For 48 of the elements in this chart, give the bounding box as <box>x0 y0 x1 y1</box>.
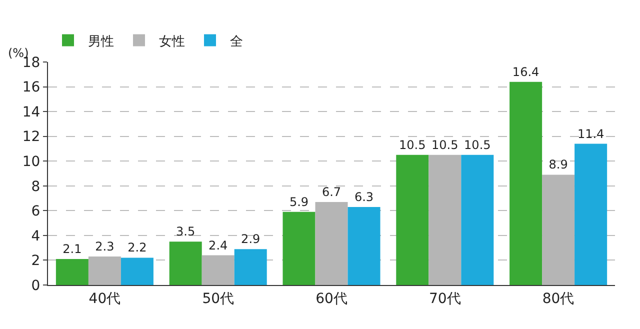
x-tick-label: 70代 <box>428 290 461 307</box>
bar <box>510 82 542 285</box>
bar <box>56 258 88 285</box>
legend-label: 男性 <box>88 34 114 50</box>
data-label: 2.3 <box>95 240 114 254</box>
data-label: 6.7 <box>322 184 342 199</box>
data-label: 16.4 <box>512 64 540 79</box>
bar <box>428 154 462 285</box>
bar <box>315 202 348 285</box>
y-tick-label: 2 <box>31 253 40 270</box>
y-tick-label: 8 <box>31 178 40 195</box>
bar <box>461 154 494 285</box>
x-tick-label: 40代 <box>88 290 121 307</box>
y-tick-label: 16 <box>22 80 40 96</box>
y-tick-label: 14 <box>22 104 40 120</box>
bar <box>88 256 121 285</box>
bar <box>234 249 267 285</box>
data-label: 8.9 <box>548 158 568 172</box>
data-label: 10.5 <box>399 138 426 152</box>
data-label: 2.4 <box>208 238 228 252</box>
bar <box>574 144 608 285</box>
data-label: 2.9 <box>241 232 260 246</box>
y-tick-label: 6 <box>31 204 40 220</box>
y-tick-label: 0 <box>31 278 40 294</box>
data-label: 2.2 <box>128 240 147 255</box>
bar <box>202 255 234 285</box>
data-label: 10.5 <box>464 138 491 152</box>
x-tick-label: 50代 <box>202 290 234 307</box>
data-label: 11.4 <box>577 126 604 141</box>
data-label: 3.5 <box>176 224 196 239</box>
data-label: 6.3 <box>354 190 374 204</box>
y-tick-label: 12 <box>22 129 40 146</box>
bar <box>282 212 316 285</box>
legend-label: 女性 <box>159 34 185 50</box>
x-tick-label: 60代 <box>316 290 348 307</box>
legend-label: 全 <box>230 34 243 50</box>
data-label: 5.9 <box>289 194 309 209</box>
bar <box>348 206 380 285</box>
y-tick-label: 10 <box>22 154 40 170</box>
bar <box>120 258 154 285</box>
y-tick-label: 4 <box>31 228 40 244</box>
y-axis-title: (%) <box>8 46 29 60</box>
bar <box>169 242 202 285</box>
data-label: 10.5 <box>432 138 458 152</box>
data-label: 2.1 <box>62 242 82 256</box>
x-tick-label: 80代 <box>542 290 574 307</box>
bar <box>396 154 429 285</box>
bar <box>542 174 575 285</box>
